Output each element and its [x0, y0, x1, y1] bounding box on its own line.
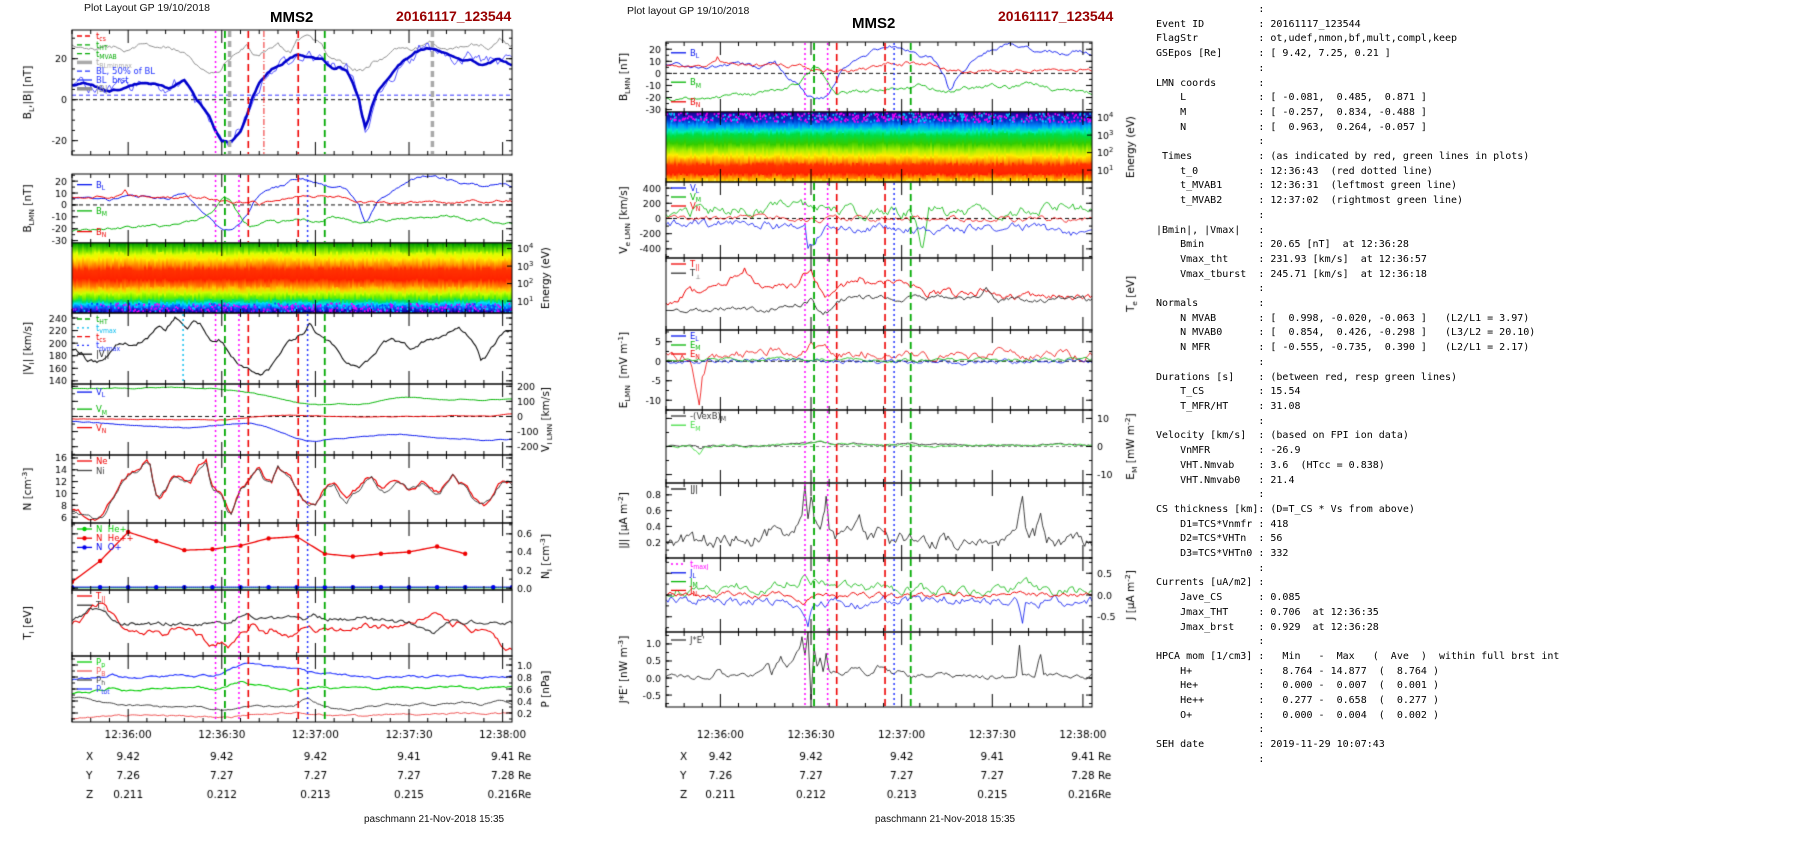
- figure-left-footer: paschmann 21-Nov-2018 15:35: [364, 814, 505, 825]
- figure-middle-footer: paschmann 21-Nov-2018 15:35: [875, 814, 1016, 825]
- figure-left-event-id: 20161117_123544: [396, 8, 512, 24]
- info-panel-text: : Event ID : 20161117_123544 FlagStr : o…: [1156, 4, 1560, 765]
- figure-middle-event-id: 20161117_123544: [998, 8, 1114, 24]
- figure-middle-title: MMS2: [852, 15, 896, 32]
- figure-middle-header: Plot layout GP 19/10/2018: [627, 5, 750, 17]
- figure-left-header: Plot Layout GP 19/10/2018: [84, 2, 210, 14]
- figure-left-title: MMS2: [270, 9, 314, 26]
